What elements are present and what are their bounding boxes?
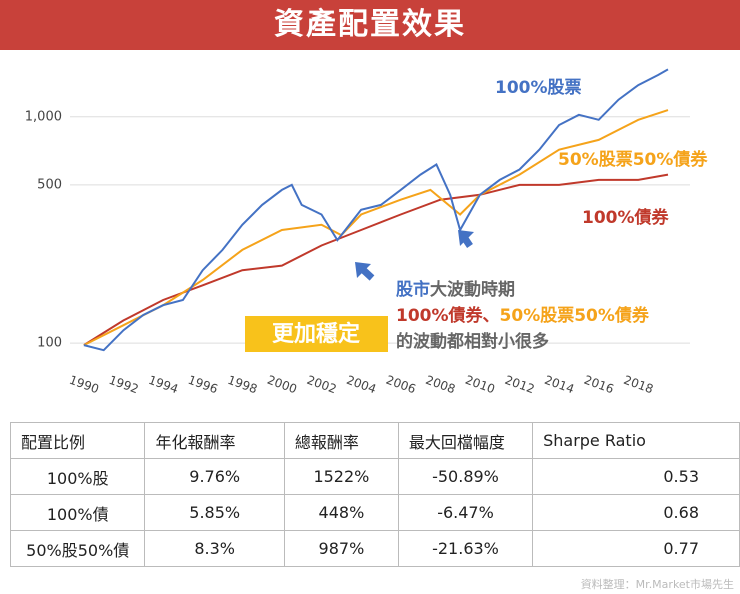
badge-box [245, 316, 388, 352]
source-note: 資料整理：Mr.Market市場先生 [580, 578, 734, 591]
series-label: 100%股票 [495, 78, 582, 98]
x-tick-label: 1996 [186, 373, 219, 397]
table-cell: 最大回檔幅度 [397, 422, 534, 459]
x-tick-label: 2008 [424, 373, 457, 397]
x-tick-label: 2010 [463, 373, 496, 397]
x-tick-label: 2016 [582, 373, 615, 397]
y-tick-label: 500 [37, 177, 62, 192]
annotation-line: 100%債券、50%股票50%債券 [396, 305, 650, 326]
annotation-line: 股市大波動時期 [396, 279, 515, 300]
table-cell: 8.3% [144, 530, 285, 567]
table-cell: 配置比例 [9, 422, 146, 459]
title-banner: 資產配置效果 [0, 0, 740, 50]
x-tick-label: 2000 [265, 373, 298, 397]
table-cell: 年化報酬率 [144, 422, 285, 459]
x-tick-label: 1994 [147, 373, 180, 397]
x-tick-label: 2014 [543, 373, 576, 397]
table-cell: 0.68 [532, 494, 740, 531]
table-cell: 448% [283, 494, 399, 531]
annotation-line: 的波動都相對小很多 [396, 331, 549, 352]
x-tick-label: 2012 [503, 373, 536, 397]
table-cell: 1522% [283, 458, 399, 495]
arrow-head [458, 230, 474, 246]
table-row: 50%股50%債 8.3% 987% -21.63% 0.77 [9, 530, 740, 567]
table-cell: 0.77 [532, 530, 740, 567]
line-series [83, 68, 669, 352]
table-cell: 5.85% [144, 494, 285, 531]
table-cell: Sharpe Ratio [532, 422, 740, 459]
table-cell: 100%債 [9, 494, 146, 531]
annotation-part: 股市 [396, 279, 430, 300]
table-cell: -21.63% [397, 530, 534, 567]
series-label: 100%債券 [582, 207, 670, 228]
x-tick-label: 1990 [67, 373, 100, 397]
table-row: 100%股 9.76% 1522% -50.89% 0.53 [9, 458, 740, 495]
x-tick-label: 1992 [107, 373, 140, 397]
y-tick-label: 1,000 [25, 109, 62, 124]
table-row: 100%債 5.85% 448% -6.47% 0.68 [9, 494, 740, 531]
table-cell: 0.53 [532, 458, 740, 495]
annotation-part: 大波動時期 [430, 279, 515, 300]
table-cell: -50.89% [397, 458, 534, 495]
table-cell: 987% [283, 530, 399, 567]
table-cell: 50%股50%債 [9, 530, 146, 567]
table-row: 配置比例 年化報酬率 總報酬率 最大回檔幅度 Sharpe Ratio [9, 422, 740, 459]
table-cell: 100%股 [9, 458, 146, 495]
arrow-head [355, 262, 371, 278]
annotation-part: 的波動都相對小很多 [396, 331, 549, 352]
x-tick-label: 2018 [622, 373, 655, 397]
x-tick-label: 2006 [384, 373, 417, 397]
x-tick-label: 2002 [305, 373, 338, 397]
table-cell: 9.76% [144, 458, 285, 495]
badge-text: 更加穩定 [272, 321, 360, 347]
summary-table: 配置比例 年化報酬率 總報酬率 最大回檔幅度 Sharpe Ratio 100%股 9.76… [9, 422, 740, 567]
y-tick-label: 100 [37, 336, 62, 351]
x-tick-label: 1998 [226, 373, 259, 397]
annotation-part: 50%股票50%債券 [500, 305, 650, 326]
table-cell: -6.47% [397, 494, 534, 531]
series-label: 50%股票50%債券 [558, 149, 708, 170]
annotation-part: 100%債券、 [396, 305, 500, 326]
line-series [83, 109, 669, 346]
table-cell: 總報酬率 [283, 422, 399, 459]
x-tick-label: 2004 [345, 373, 378, 397]
